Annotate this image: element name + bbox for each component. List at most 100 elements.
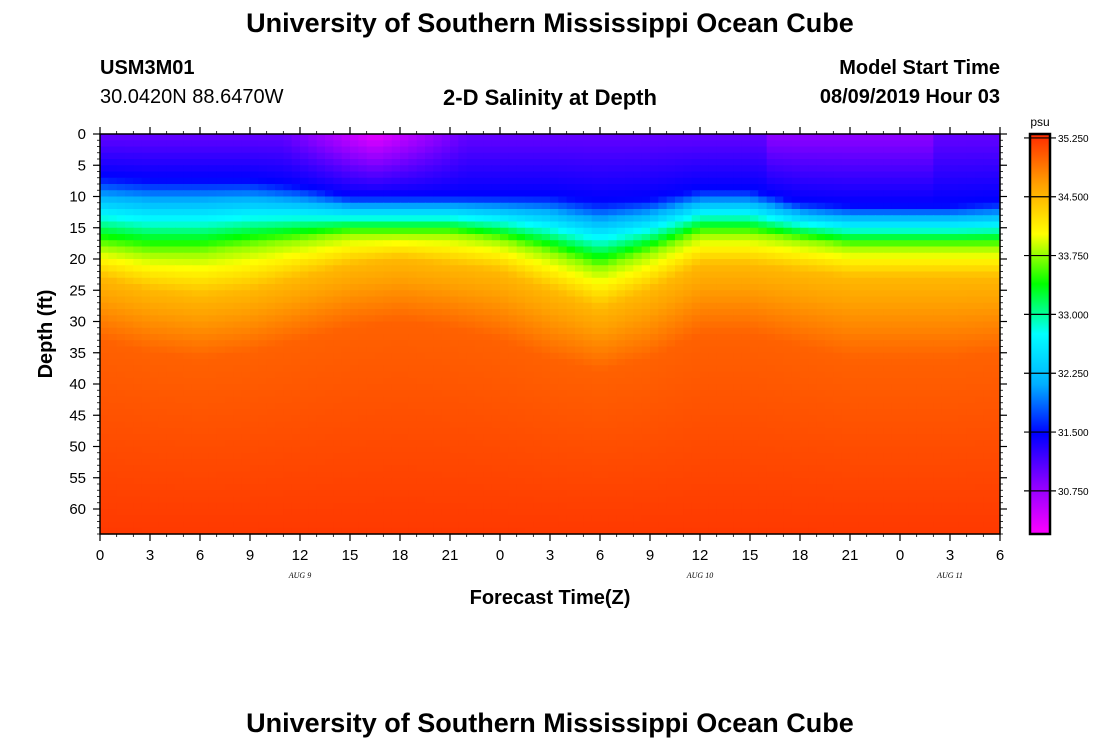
heatmap-cell bbox=[875, 234, 884, 241]
heatmap-cell bbox=[866, 227, 876, 235]
heatmap-cell bbox=[275, 196, 284, 204]
heatmap-cell bbox=[725, 202, 734, 210]
heatmap-cell bbox=[175, 152, 184, 160]
heatmap-cell bbox=[150, 409, 159, 416]
heatmap-cell bbox=[716, 240, 726, 248]
heatmap-cell bbox=[200, 371, 209, 379]
heatmap-cell bbox=[408, 302, 418, 310]
heatmap-cell bbox=[175, 415, 184, 423]
heatmap-cell bbox=[675, 215, 684, 223]
heatmap-cell bbox=[625, 402, 634, 410]
heatmap-cell bbox=[533, 284, 543, 291]
heatmap-cell bbox=[858, 240, 868, 248]
heatmap-cell bbox=[900, 415, 909, 423]
heatmap-cell bbox=[558, 246, 568, 254]
heatmap-cell bbox=[800, 171, 809, 179]
heatmap-cell bbox=[466, 352, 476, 360]
heatmap-cell bbox=[683, 396, 693, 404]
heatmap-cell bbox=[466, 315, 476, 323]
heatmap-cell bbox=[891, 234, 901, 241]
heatmap-cell bbox=[341, 377, 351, 385]
heatmap-cell bbox=[158, 265, 168, 273]
heatmap-cell bbox=[691, 252, 701, 260]
heatmap-cell bbox=[125, 309, 134, 316]
heatmap-cell bbox=[866, 159, 876, 166]
heatmap-cell bbox=[991, 190, 1001, 198]
heatmap-cell bbox=[975, 146, 984, 154]
heatmap-cell bbox=[683, 146, 693, 154]
heatmap-cell bbox=[841, 377, 851, 385]
heatmap-cell bbox=[191, 159, 201, 166]
heatmap-cell bbox=[900, 390, 909, 398]
heatmap-cell bbox=[850, 190, 859, 198]
heatmap-cell bbox=[483, 390, 493, 398]
heatmap-cell bbox=[916, 234, 926, 241]
heatmap-cell bbox=[291, 246, 301, 254]
heatmap-cell bbox=[258, 134, 268, 141]
heatmap-cell bbox=[791, 377, 801, 385]
heatmap-cell bbox=[650, 177, 659, 185]
heatmap-cell bbox=[358, 384, 368, 391]
heatmap-cell bbox=[541, 346, 551, 354]
heatmap-cell bbox=[233, 377, 243, 385]
heatmap-cell bbox=[250, 296, 259, 304]
heatmap-cell bbox=[583, 284, 593, 291]
heatmap-cell bbox=[258, 215, 268, 223]
heatmap-cell bbox=[308, 271, 318, 279]
heatmap-cell bbox=[516, 277, 526, 285]
heatmap-cell bbox=[116, 327, 126, 335]
heatmap-cell bbox=[883, 227, 893, 235]
heatmap-cell bbox=[966, 221, 976, 229]
heatmap-cell bbox=[433, 196, 443, 204]
heatmap-cell bbox=[150, 171, 159, 179]
heatmap-cell bbox=[383, 327, 393, 335]
heatmap-cell bbox=[183, 402, 193, 410]
heatmap-cell bbox=[733, 171, 743, 179]
heatmap-cell bbox=[958, 371, 968, 379]
heatmap-cell bbox=[458, 277, 468, 285]
heatmap-cell bbox=[483, 202, 493, 210]
heatmap-cell bbox=[775, 365, 784, 373]
heatmap-cell bbox=[975, 165, 984, 173]
heatmap-cell bbox=[541, 246, 551, 254]
heatmap-cell bbox=[816, 290, 826, 298]
heatmap-cell bbox=[916, 415, 926, 423]
heatmap-cell bbox=[341, 352, 351, 360]
heatmap-cell bbox=[158, 277, 168, 285]
heatmap-cell bbox=[716, 209, 726, 216]
heatmap-cell bbox=[783, 190, 793, 198]
heatmap-cell bbox=[333, 340, 343, 348]
heatmap-cell bbox=[916, 165, 926, 173]
heatmap-cell bbox=[800, 334, 809, 341]
heatmap-cell bbox=[116, 140, 126, 148]
heatmap-cell bbox=[633, 284, 643, 291]
heatmap-cell bbox=[525, 352, 534, 360]
heatmap-cell bbox=[450, 390, 459, 398]
heatmap-cell bbox=[666, 302, 676, 310]
heatmap-cell bbox=[683, 315, 693, 323]
heatmap-cell bbox=[358, 396, 368, 404]
heatmap-cell bbox=[591, 359, 601, 366]
heatmap-cell bbox=[441, 240, 451, 248]
heatmap-cell bbox=[691, 346, 701, 354]
heatmap-cell bbox=[600, 390, 609, 398]
heatmap-cell bbox=[308, 246, 318, 254]
heatmap-cell bbox=[650, 259, 659, 266]
heatmap-cell bbox=[725, 227, 734, 235]
heatmap-cell bbox=[925, 140, 934, 148]
heatmap-cell bbox=[691, 396, 701, 404]
heatmap-cell bbox=[316, 240, 326, 248]
heatmap-cell bbox=[358, 259, 368, 266]
heatmap-cell bbox=[141, 227, 151, 235]
heatmap-cell bbox=[100, 409, 109, 416]
heatmap-cell bbox=[416, 190, 426, 198]
heatmap-cell bbox=[191, 221, 201, 229]
heatmap-cell bbox=[200, 384, 209, 391]
heatmap-cell bbox=[566, 409, 576, 416]
heatmap-cell bbox=[558, 352, 568, 360]
heatmap-cell bbox=[800, 321, 809, 329]
heatmap-cell bbox=[325, 309, 334, 316]
heatmap-cell bbox=[966, 240, 976, 248]
heatmap-cell bbox=[958, 409, 968, 416]
heatmap-cell bbox=[466, 140, 476, 148]
